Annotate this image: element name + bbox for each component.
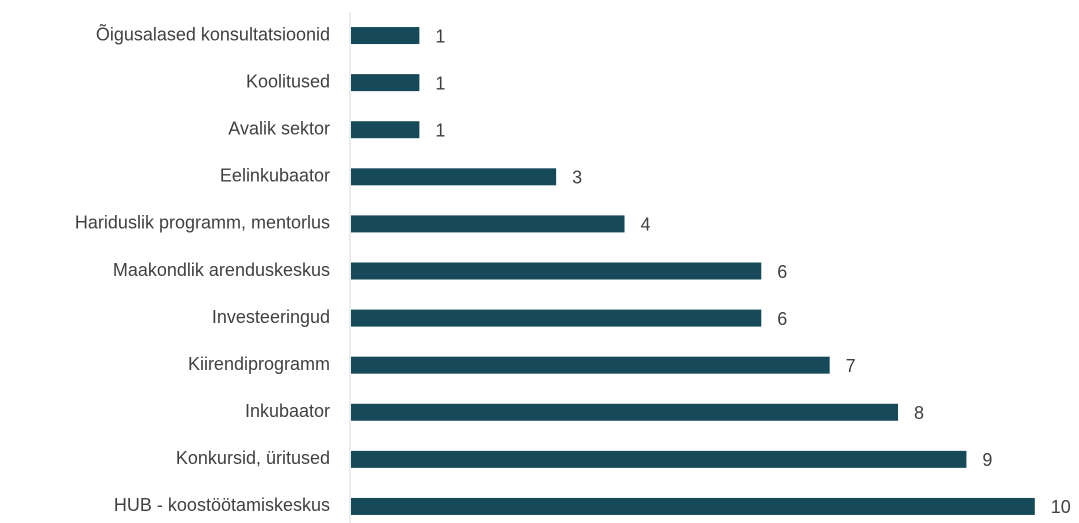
y-tick-label: Eelinkubaator	[220, 166, 330, 186]
y-tick-label: HUB - koostöötamiskeskus	[114, 495, 330, 515]
data-label: 6	[777, 262, 787, 282]
y-tick-label: Kiirendiprogramm	[188, 354, 330, 374]
data-label: 7	[846, 356, 856, 376]
y-tick-label: Investeeringud	[212, 307, 330, 327]
y-tick-label: Avalik sektor	[228, 118, 330, 138]
y-tick-label: Õigusalased konsultatsioonid	[96, 23, 330, 44]
bar	[351, 27, 420, 45]
bar	[351, 356, 830, 374]
bar	[351, 450, 967, 468]
bar	[351, 121, 420, 139]
bar	[351, 215, 625, 233]
y-tick-label: Maakondlik arenduskeskus	[113, 260, 330, 280]
data-label: 10	[1051, 497, 1071, 517]
data-label: 6	[777, 309, 787, 329]
data-label: 9	[982, 450, 992, 470]
y-tick-label: Hariduslik programm, mentorlus	[75, 213, 330, 233]
data-label: 3	[572, 168, 582, 188]
y-tick-label: Konkursid, üritused	[176, 448, 330, 468]
bar	[351, 309, 762, 327]
y-tick-label: Koolitused	[246, 71, 330, 91]
data-label: 1	[435, 120, 445, 140]
data-label: 4	[641, 215, 651, 235]
bar	[351, 74, 420, 92]
bar	[351, 262, 762, 280]
data-label: 8	[914, 403, 924, 423]
data-label: 1	[435, 26, 445, 46]
y-tick-label: Inkubaator	[245, 401, 330, 421]
bar	[351, 403, 899, 421]
bar	[351, 168, 557, 186]
bar	[351, 497, 1035, 515]
data-label: 1	[435, 73, 445, 93]
